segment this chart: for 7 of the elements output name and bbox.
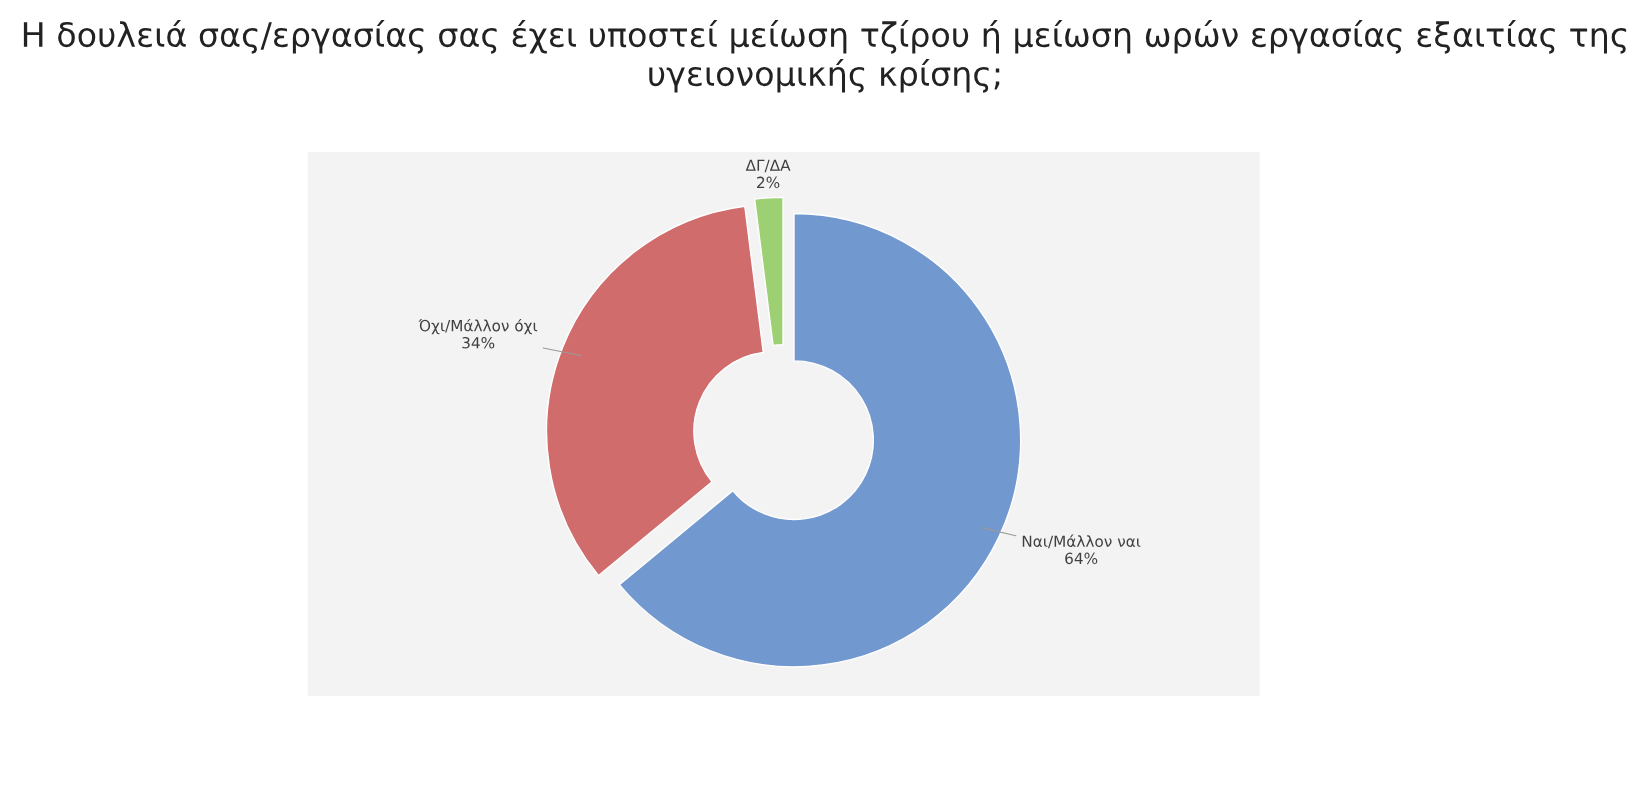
chart-title: Η δουλειά σας/εργασίας σας έχει υποστεί μείωση τζίρου ή μείωση ωρών εργασίας εξαιτίας της υγειονομικής κρίσης; bbox=[23, 20, 1627, 93]
slice-label: Ναι/Μάλλον ναι bbox=[1022, 534, 1141, 549]
data-label: 34% bbox=[462, 336, 495, 349]
slice-label: Όχι/Μάλλον όχι bbox=[418, 318, 538, 335]
data-label: 2% bbox=[757, 176, 780, 189]
slice-label: ΔΓ/ΔΑ bbox=[745, 159, 791, 173]
data-label: 64% bbox=[1065, 552, 1098, 565]
